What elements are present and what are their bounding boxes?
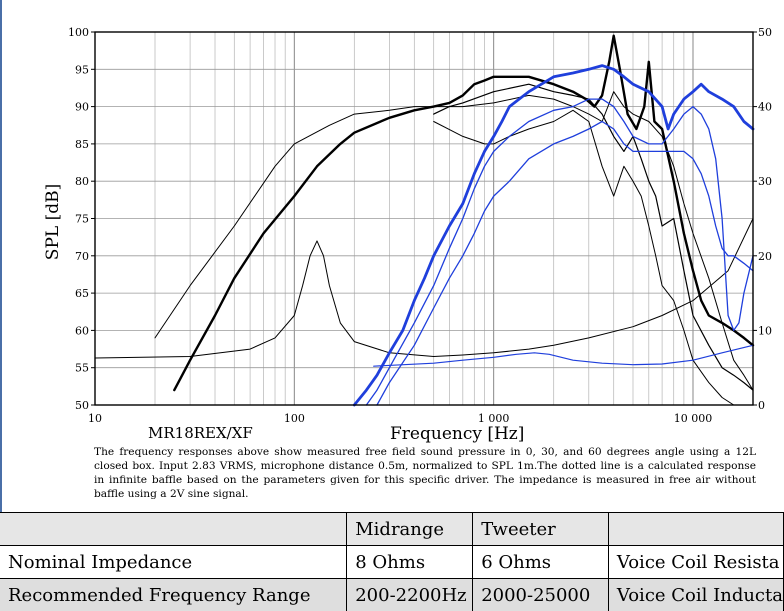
series-line-4	[433, 109, 754, 406]
y-axis-label: SPL [dB]	[43, 184, 63, 260]
series-line-2	[154, 91, 754, 391]
row-label: Nominal Impedance	[0, 545, 348, 579]
row-label: Recommended Frequency Range	[0, 578, 348, 611]
midrange-value: 200-2200Hz	[346, 578, 474, 611]
tweeter-value: 6 Ohms	[472, 545, 609, 579]
midrange-value: 8 Ohms	[346, 545, 474, 579]
y-tick-label: 85	[75, 138, 89, 151]
chart-caption: The frequency responses above show measu…	[94, 446, 756, 500]
table-row: Nominal Impedance 8 Ohms 6 Ohms Voice Co…	[0, 545, 784, 579]
row-label: Voice Coil Inducta	[608, 578, 784, 611]
y2-tick-label: 10	[758, 324, 772, 337]
y-tick-label: 55	[75, 362, 89, 375]
y-tick-label: 75	[75, 213, 89, 226]
tweeter-value: 2000-25000	[472, 578, 609, 611]
spec-table: Midrange Tweeter Nominal Impedance 8 Ohm…	[0, 512, 784, 611]
series-line-5	[94, 218, 754, 359]
y-tick-label: 100	[68, 26, 89, 39]
x-axis-label: Frequency [Hz]	[390, 424, 525, 444]
y-tick-label: 60	[75, 324, 89, 337]
table-row: Recommended Frequency Range 200-2200Hz 2…	[0, 578, 784, 611]
x-tick-label: 10 000	[674, 412, 713, 425]
y-tick-label: 95	[75, 63, 89, 76]
series-line-8	[376, 120, 754, 406]
header-cell-tweeter: Tweeter	[472, 512, 609, 546]
y-tick-label: 50	[75, 399, 89, 412]
chart-grid	[94, 31, 754, 406]
y-tick-label: 65	[75, 287, 89, 300]
x-tick-label: 10	[88, 412, 102, 425]
y2-tick-label: 40	[758, 101, 772, 114]
y2-tick-label: 50	[758, 26, 772, 39]
header-cell	[608, 512, 784, 546]
row-label: Voice Coil Resista	[608, 545, 784, 579]
header-cell	[0, 512, 348, 546]
y2-tick-label: 30	[758, 175, 772, 188]
y-tick-label: 80	[75, 175, 89, 188]
y-tick-label: 70	[75, 250, 89, 263]
model-name: MR18REX/XF	[148, 424, 253, 442]
y-tick-label: 90	[75, 101, 89, 114]
table-header-row: Midrange Tweeter	[0, 512, 784, 546]
y2-tick-label: 0	[758, 399, 765, 412]
series-line-3	[433, 83, 754, 391]
chart-curves	[94, 34, 755, 407]
series-line-1	[173, 34, 755, 392]
left-border	[0, 0, 2, 611]
series-line-6	[352, 64, 755, 407]
x-tick-label: 1 000	[478, 412, 510, 425]
x-tick-label: 100	[284, 412, 305, 425]
series-line-9	[373, 344, 754, 367]
header-cell-midrange: Midrange	[346, 512, 474, 546]
series-line-7	[365, 98, 754, 406]
y2-tick-label: 20	[758, 250, 772, 263]
